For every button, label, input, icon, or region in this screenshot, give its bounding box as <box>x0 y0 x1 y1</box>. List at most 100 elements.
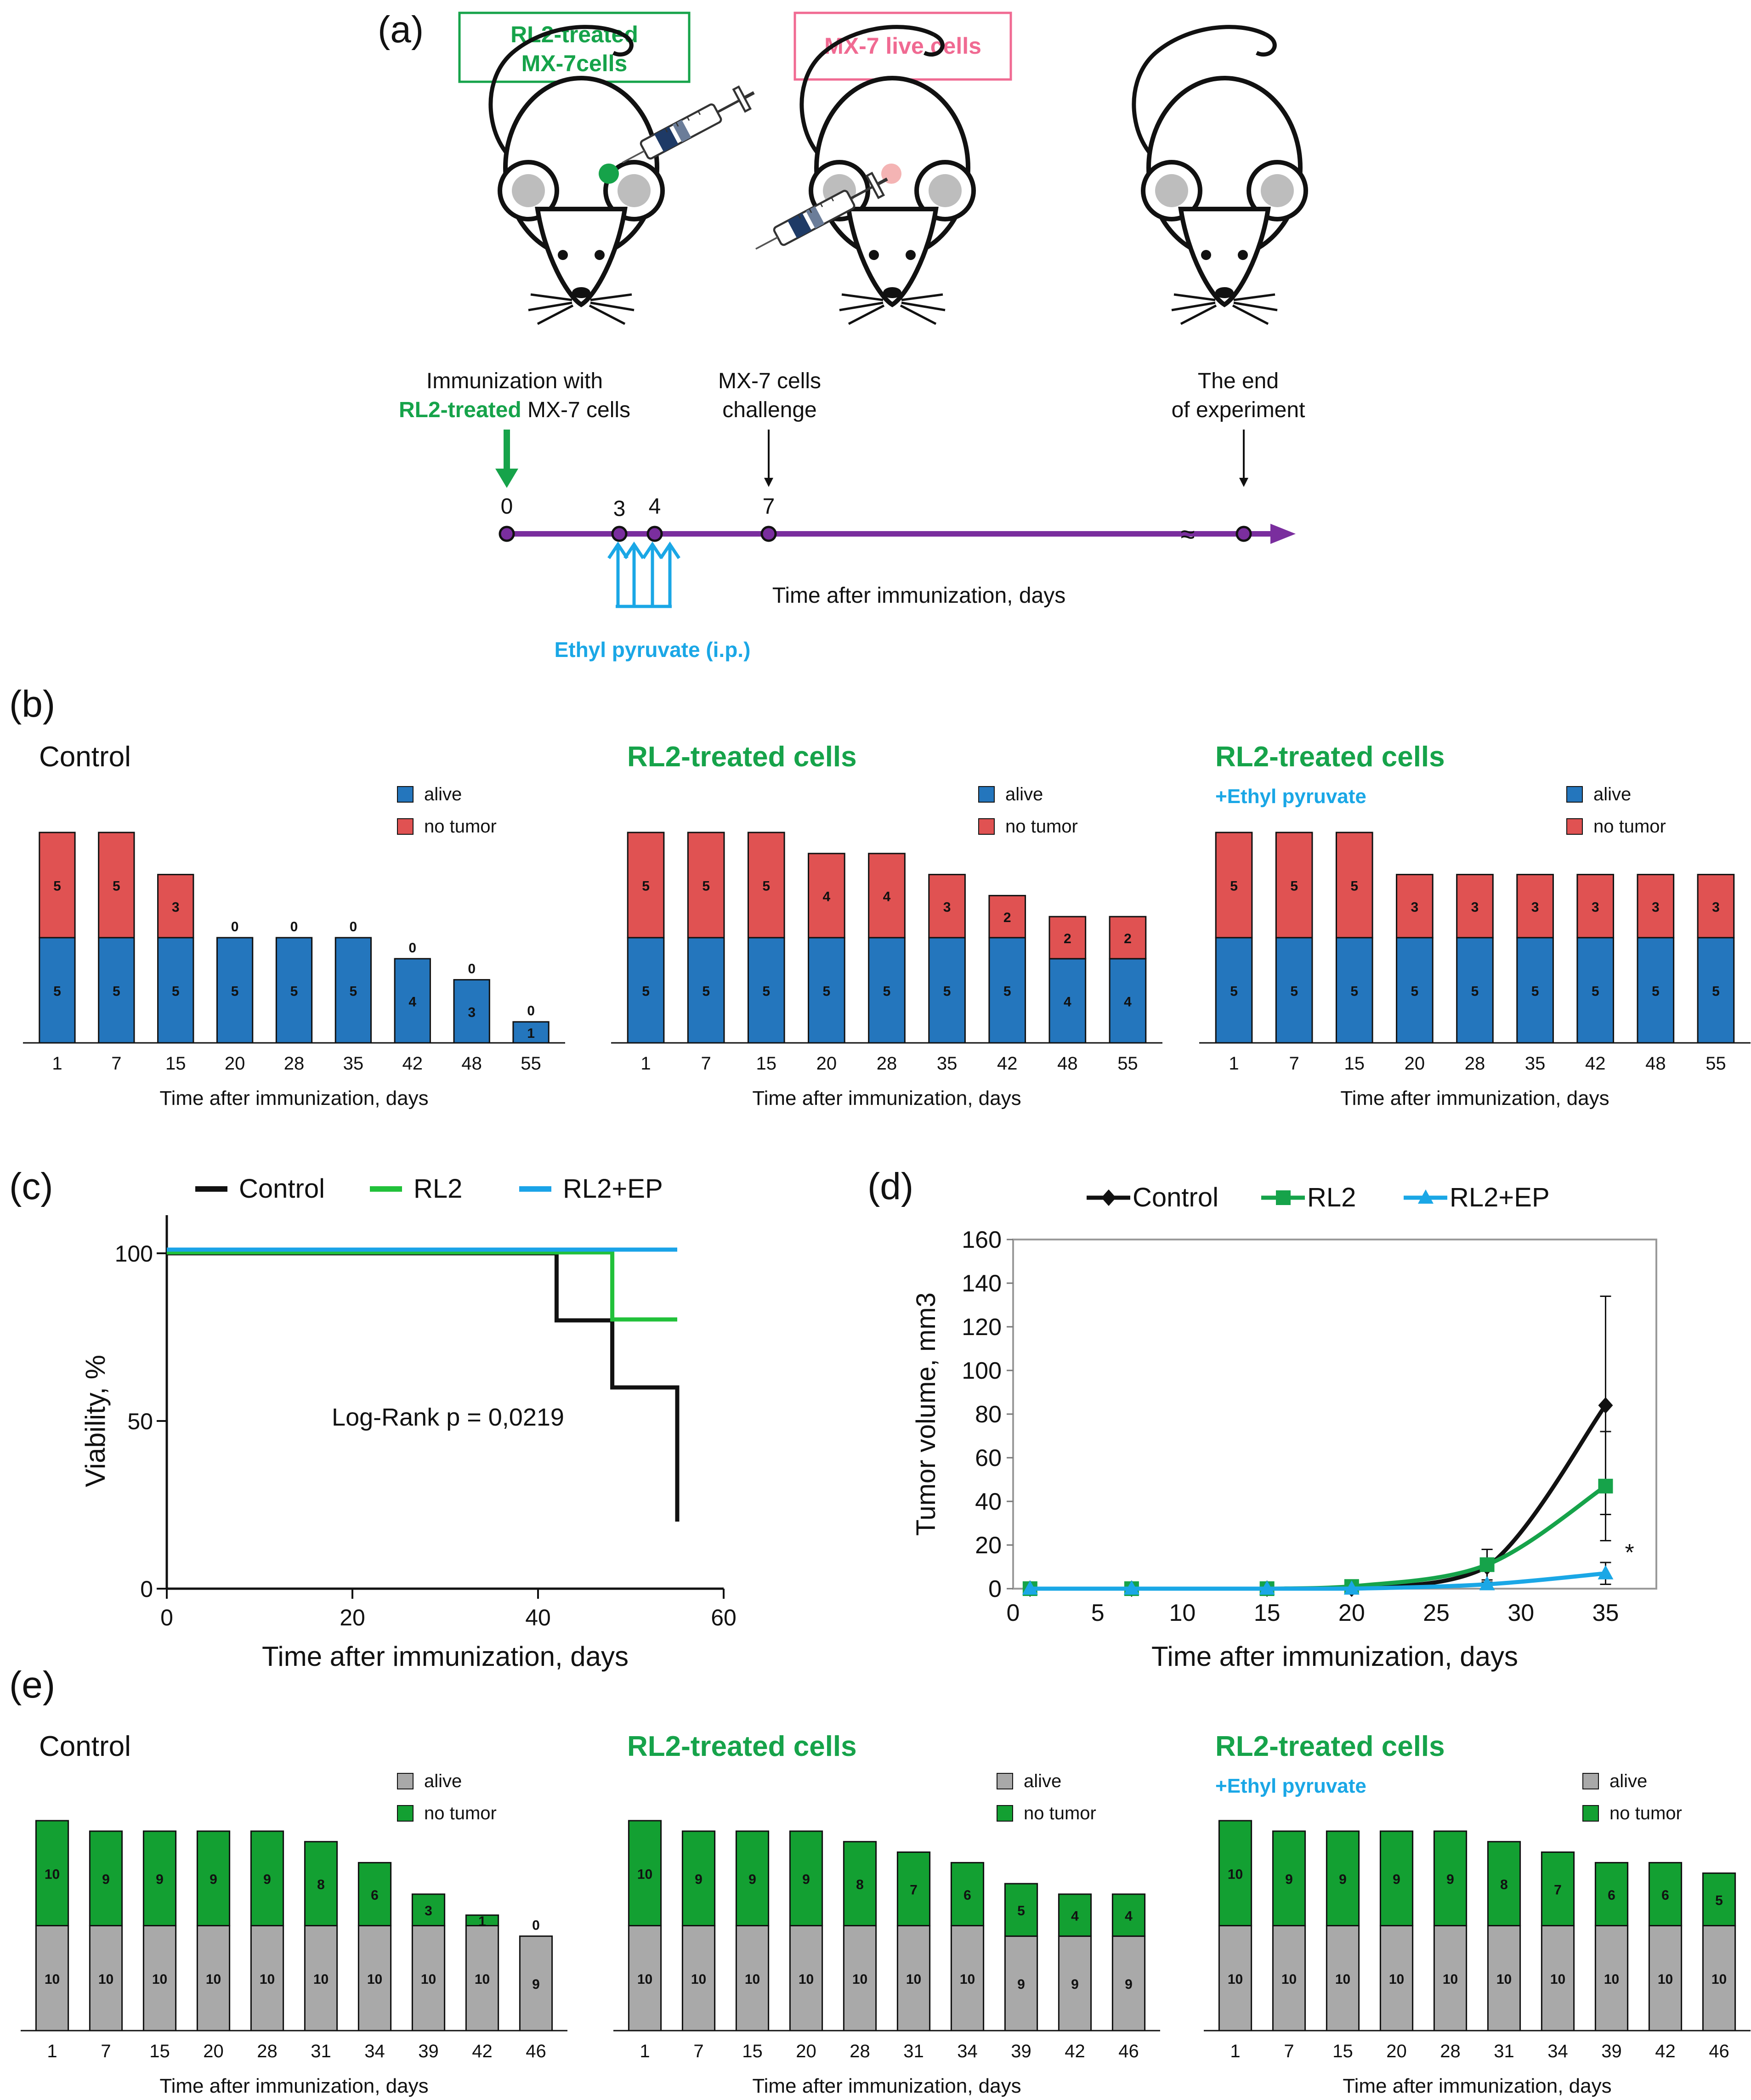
bar-label-alive: 10 <box>421 1972 436 1987</box>
challenge-line1: MX-7 cells <box>718 369 821 393</box>
timeline-point-end <box>1235 526 1252 542</box>
bar-no-tumor <box>627 832 665 939</box>
x-tick-label: 10 <box>1169 1600 1196 1626</box>
bar-label-no-tumor: 9 <box>1446 1872 1454 1887</box>
x-tick-label: 15 <box>756 1053 777 1074</box>
bar-label-no-tumor: 2 <box>1003 910 1011 925</box>
immunization-line1: Immunization with <box>426 369 603 393</box>
x-tick-label: 42 <box>1065 2041 1085 2061</box>
bar-label-no-tumor: 6 <box>371 1888 379 1903</box>
bar-label-no-tumor: 8 <box>1500 1877 1508 1892</box>
marker-rl2ep <box>1343 1580 1360 1595</box>
bar-no-tumor <box>1637 874 1675 939</box>
legend-label-no-tumor: no tumor <box>1024 1803 1096 1823</box>
legend-label: RL2+EP <box>563 1174 663 1204</box>
bar-alive <box>519 1935 553 2032</box>
chart-title: RL2-treated cells <box>1215 1731 1445 1762</box>
bar-no-tumor <box>1275 832 1313 939</box>
x-tick-label: 30 <box>1507 1600 1534 1626</box>
x-tick-label: 1 <box>52 1053 62 1074</box>
y-tick-label: 0 <box>988 1576 1002 1602</box>
bar-alive <box>411 1925 446 2032</box>
legend-label: Control <box>239 1174 325 1204</box>
x-tick-label: 5 <box>1091 1600 1105 1626</box>
bar-label-no-tumor: 9 <box>263 1872 271 1887</box>
bar-label-no-tumor: 6 <box>1608 1888 1615 1903</box>
panel-d-label: (d) <box>867 1166 913 1207</box>
rl2-box-line2: MX-7cells <box>521 51 628 76</box>
bar-label-no-tumor: 3 <box>1411 900 1419 915</box>
legend-swatch-alive <box>397 1773 414 1789</box>
x-tick-label: 35 <box>1592 1600 1619 1626</box>
bar-label-no-tumor: 5 <box>1350 879 1358 894</box>
bar-no-tumor <box>250 1830 284 1927</box>
bar-no-tumor <box>465 1914 499 1926</box>
bar-alive <box>1272 1925 1306 2032</box>
bar-label-alive: 10 <box>1550 1972 1565 1987</box>
bar-label-alive: 5 <box>1411 984 1419 999</box>
bar-label-alive: 10 <box>852 1972 867 1987</box>
ethyl-arrows <box>607 541 680 608</box>
bar-no-tumor <box>1516 874 1554 939</box>
bar-alive <box>868 937 906 1044</box>
bar-alive <box>196 1925 231 2032</box>
bar-no-tumor <box>1111 1893 1146 1937</box>
mouse-icon-3 <box>1134 27 1306 324</box>
bar-no-tumor <box>1456 874 1494 939</box>
x-tick-label: 46 <box>526 2041 546 2061</box>
bar-alive <box>628 1925 662 2032</box>
bar-label-no-tumor: 9 <box>802 1872 810 1887</box>
bar-no-tumor <box>1433 1830 1468 1927</box>
bar-label-no-tumor: 9 <box>1285 1872 1293 1887</box>
bar-label-alive: 10 <box>367 1972 382 1987</box>
bar-label-alive: 5 <box>1471 984 1479 999</box>
bar-label-alive: 10 <box>98 1972 113 1987</box>
bar-no-tumor <box>1379 1830 1414 1927</box>
bar-alive <box>1697 937 1735 1044</box>
x-tick-label: 35 <box>343 1053 364 1074</box>
bar-label-alive: 5 <box>1230 984 1238 999</box>
timeline-break: ≈ <box>1181 520 1195 549</box>
bar-no-tumor <box>1487 1841 1521 1926</box>
bar-label-alive: 5 <box>290 984 298 999</box>
legend-label: Control <box>1133 1183 1218 1212</box>
x-tick-label: 7 <box>101 2041 111 2061</box>
timeline-tick-7: 7 <box>763 494 775 519</box>
bar-label-no-tumor: 5 <box>762 879 770 894</box>
x-tick-label: 20 <box>203 2041 224 2061</box>
chart-title: RL2-treated cells <box>627 741 857 773</box>
x-tick-label: 28 <box>1440 2041 1461 2061</box>
x-tick-label: 42 <box>1585 1053 1606 1074</box>
bar-label-alive: 5 <box>1350 984 1358 999</box>
bar-no-tumor <box>1648 1862 1683 1926</box>
bar-alive <box>1326 1925 1360 2032</box>
bar-label-alive: 10 <box>1228 1972 1243 1987</box>
bar-no-tumor <box>1004 1883 1038 1937</box>
x-tick-label: 20 <box>796 2041 816 2061</box>
y-tick-label: 120 <box>962 1314 1002 1341</box>
y-tick-label: 60 <box>975 1445 1002 1472</box>
bar-label-alive: 5 <box>943 984 951 999</box>
x-axis-label: Time after immunization, days <box>1343 2075 1611 2097</box>
bar-label-alive: 4 <box>1064 994 1071 1009</box>
y-tick-label: 50 <box>127 1409 153 1434</box>
bar-no-tumor <box>1272 1830 1306 1927</box>
bar-alive <box>216 937 254 1044</box>
x-tick-label: 7 <box>1284 2041 1294 2061</box>
x-axis-label: Time after immunization, days <box>1151 1641 1518 1672</box>
bar-label-alive: 5 <box>762 984 770 999</box>
bar-no-tumor <box>1594 1862 1629 1926</box>
bar-alive <box>1648 1925 1683 2032</box>
x-tick-label: 28 <box>284 1053 305 1074</box>
x-tick-label: 15 <box>149 2041 170 2061</box>
x-axis-label: Time after immunization, days <box>1340 1087 1609 1109</box>
bar-alive <box>1487 1925 1521 2032</box>
chart-e-rl2: RL2-treated cells alive no tumor 10 10 1 10 9 7 1… <box>613 1731 1160 2097</box>
bar-label-alive: 10 <box>152 1972 167 1987</box>
bar-label-no-tumor: 4 <box>883 889 891 904</box>
bar-label-no-tumor: 5 <box>642 879 650 894</box>
bar-label-alive: 1 <box>527 1026 535 1041</box>
legend-swatch-alive <box>1582 1773 1599 1789</box>
legend-label-no-tumor: no tumor <box>1609 1803 1682 1823</box>
